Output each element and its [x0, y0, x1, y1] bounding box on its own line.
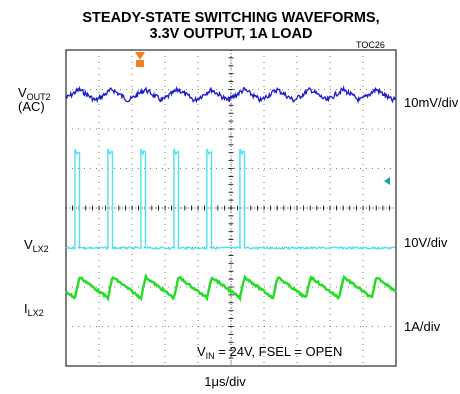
- markers: [135, 52, 390, 185]
- chart-title-line1: STEADY-STATE SWITCHING WAVEFORMS,: [82, 10, 380, 26]
- ilx-scale: 1A/div: [404, 319, 441, 334]
- vout-scale: 10mV/div: [404, 95, 459, 110]
- input-condition-annotation: VIN = 24V, FSEL = OPEN: [197, 344, 343, 361]
- figure-id: TOC26: [356, 40, 385, 50]
- ilx-label: ILX2: [24, 301, 44, 318]
- x-axis-label: 1μs/div: [204, 374, 246, 389]
- chart-title-line2: 3.3V OUTPUT, 1A LOAD: [149, 26, 313, 42]
- trigger-position-marker: [135, 52, 145, 60]
- vout-label: VOUT2: [18, 85, 51, 102]
- trigger-marker-body: [136, 60, 144, 67]
- vlx-scale: 10V/div: [404, 235, 448, 250]
- vout-ac-label: (AC): [18, 99, 45, 114]
- vlx-label: VLX2: [24, 237, 49, 254]
- ilx-trace: [65, 272, 397, 303]
- vlx-trace: [65, 148, 396, 251]
- vout-trace: [65, 85, 397, 105]
- trigger-level-marker: [384, 177, 390, 185]
- traces: [65, 85, 397, 303]
